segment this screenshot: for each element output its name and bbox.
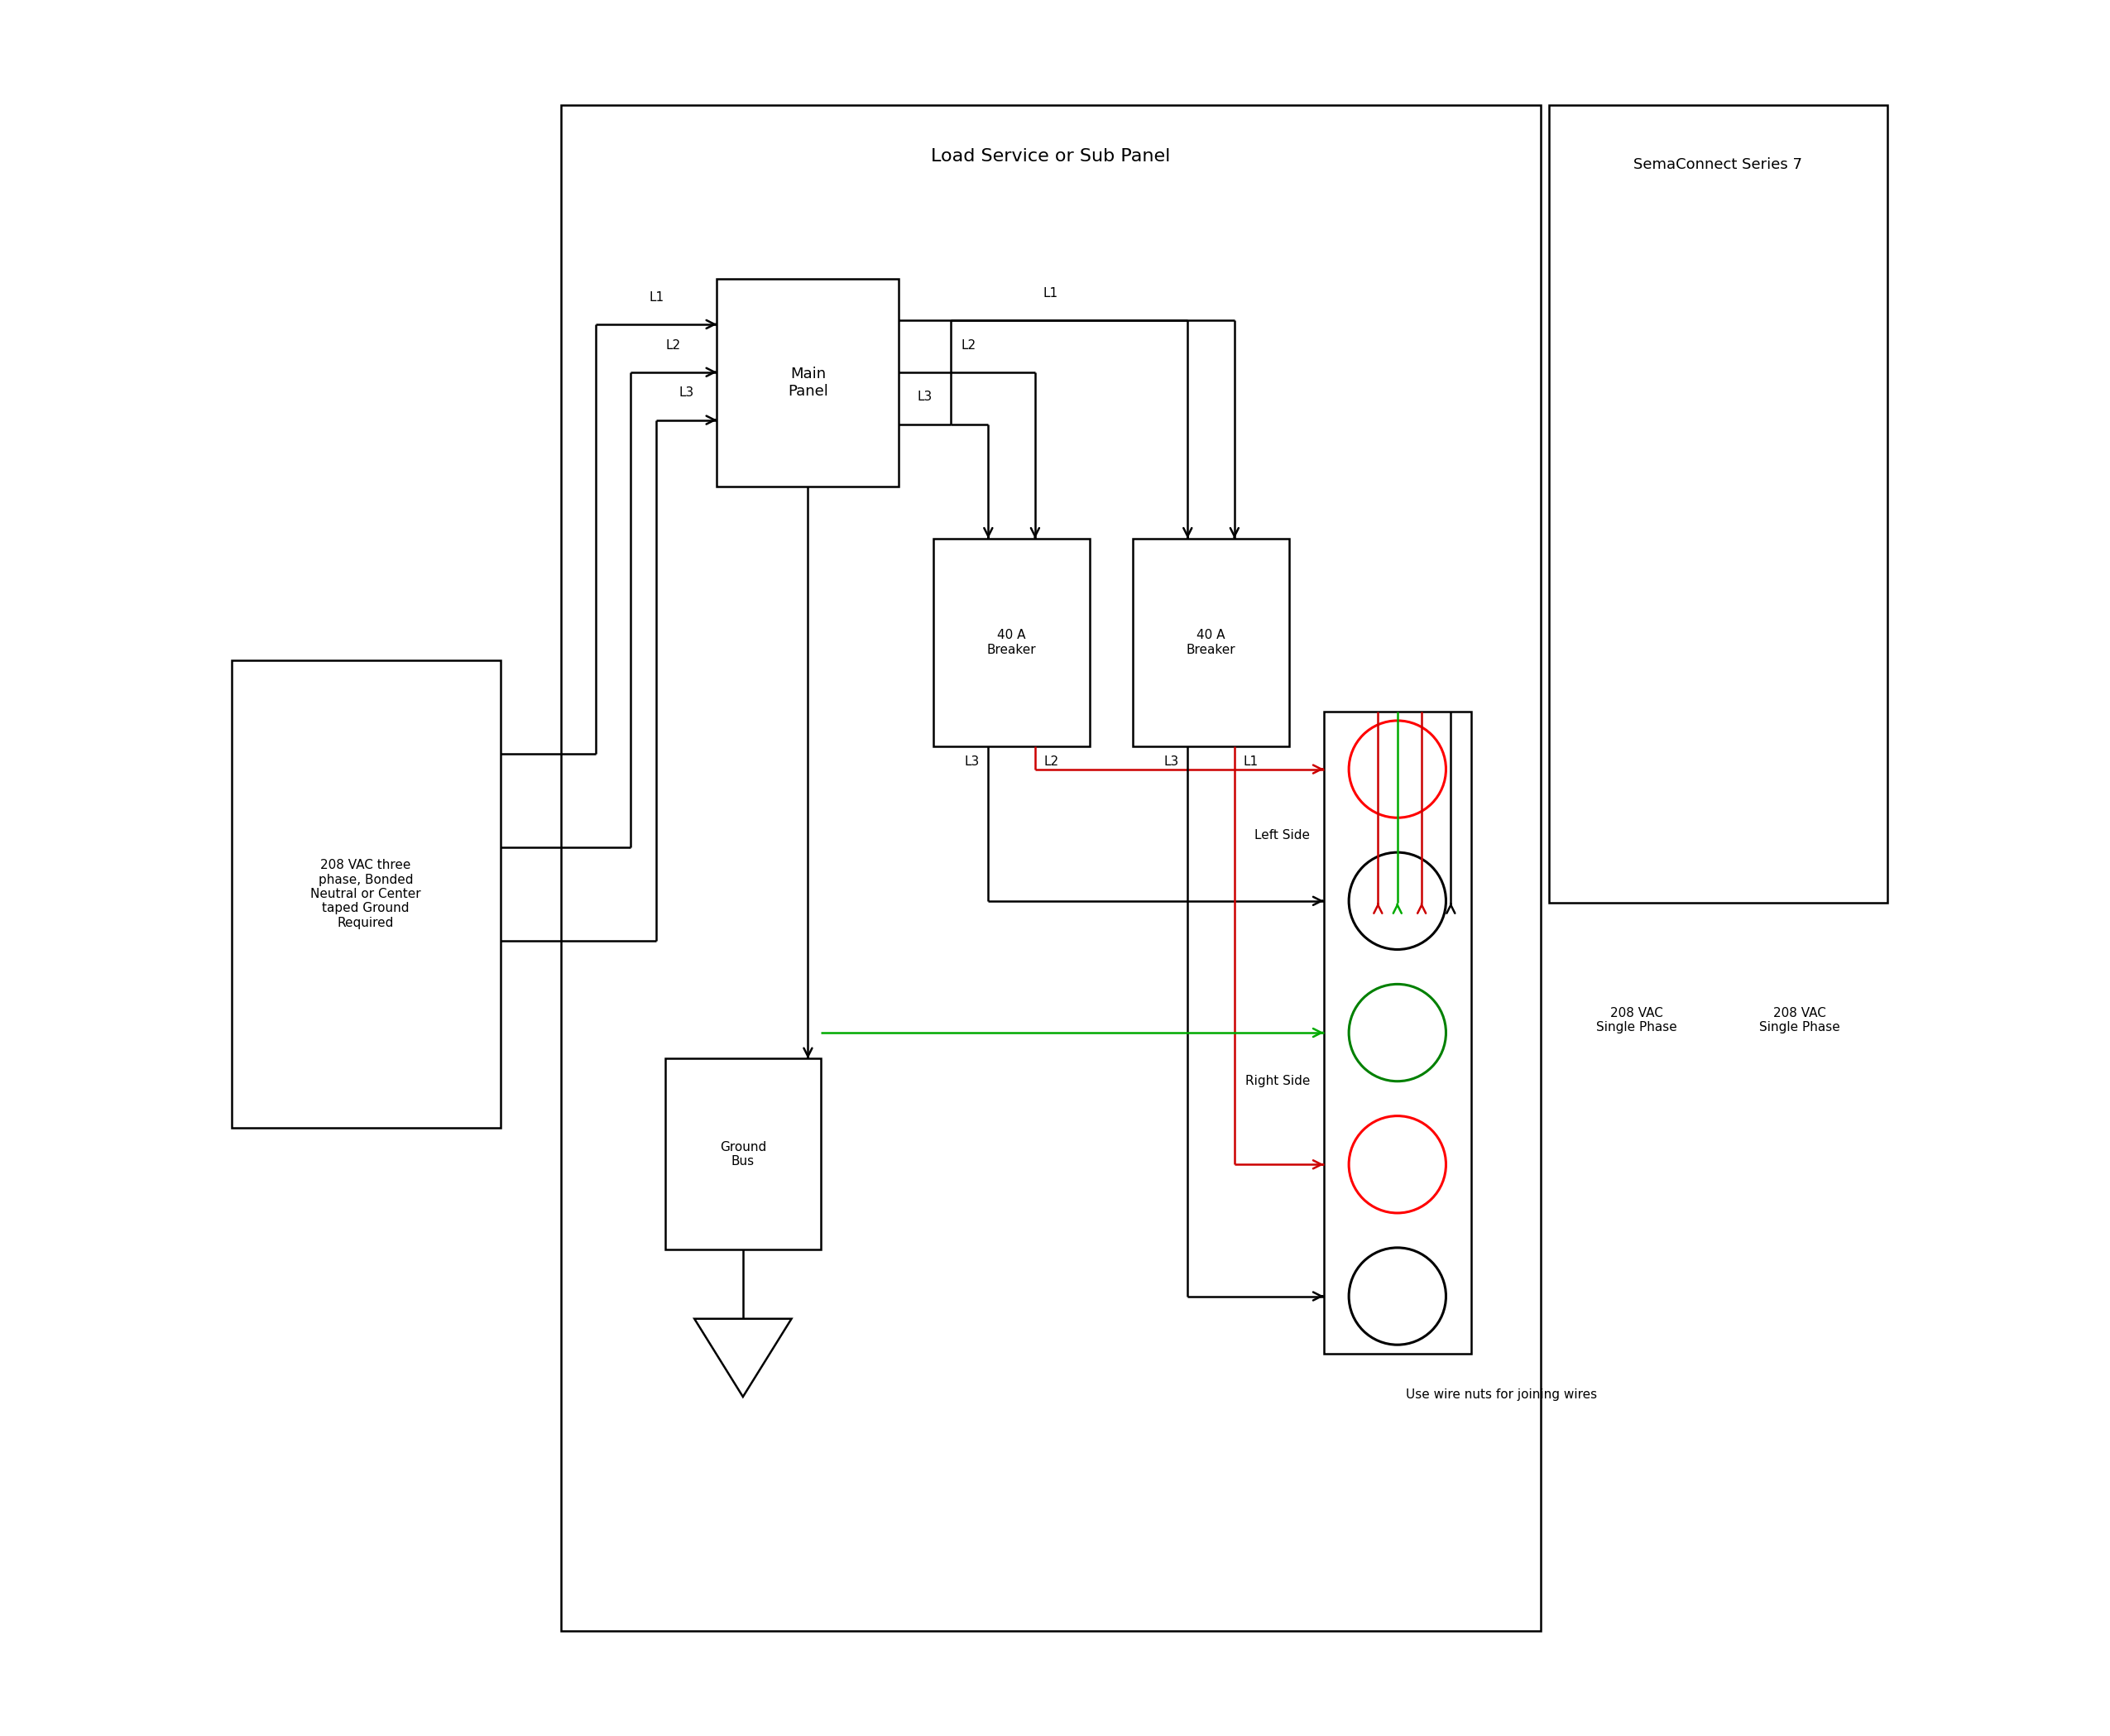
- Bar: [232, 660, 500, 1128]
- Text: 40 A
Breaker: 40 A Breaker: [1186, 628, 1236, 656]
- Text: L2: L2: [960, 339, 975, 351]
- Text: Main
Panel: Main Panel: [787, 366, 827, 399]
- Text: 208 VAC
Single Phase: 208 VAC Single Phase: [1760, 1007, 1840, 1033]
- Text: L3: L3: [964, 755, 979, 767]
- Text: 40 A
Breaker: 40 A Breaker: [987, 628, 1036, 656]
- Text: L3: L3: [1165, 755, 1179, 767]
- Text: Use wire nuts for joining wires: Use wire nuts for joining wires: [1405, 1389, 1597, 1401]
- Text: 208 VAC three
phase, Bonded
Neutral or Center
taped Ground
Required: 208 VAC three phase, Bonded Neutral or C…: [310, 859, 422, 929]
- Text: Ground
Bus: Ground Bus: [720, 1141, 766, 1168]
- Text: L3: L3: [918, 391, 933, 403]
- Text: L1: L1: [1042, 286, 1057, 299]
- Text: L2: L2: [1044, 755, 1059, 767]
- Bar: [1133, 538, 1289, 746]
- Bar: [717, 278, 899, 486]
- Bar: [561, 106, 1540, 1630]
- Text: L1: L1: [1243, 755, 1258, 767]
- Text: Left Side: Left Side: [1255, 828, 1310, 842]
- Bar: [933, 538, 1089, 746]
- Text: Right Side: Right Side: [1245, 1075, 1310, 1087]
- Bar: [1549, 106, 1886, 903]
- Text: L1: L1: [648, 292, 665, 304]
- Text: 208 VAC
Single Phase: 208 VAC Single Phase: [1597, 1007, 1677, 1033]
- Text: L3: L3: [679, 387, 694, 399]
- Text: L2: L2: [667, 339, 682, 351]
- Bar: [1323, 712, 1471, 1354]
- Bar: [665, 1059, 821, 1250]
- Text: SemaConnect Series 7: SemaConnect Series 7: [1633, 158, 1802, 172]
- Text: Load Service or Sub Panel: Load Service or Sub Panel: [931, 149, 1171, 165]
